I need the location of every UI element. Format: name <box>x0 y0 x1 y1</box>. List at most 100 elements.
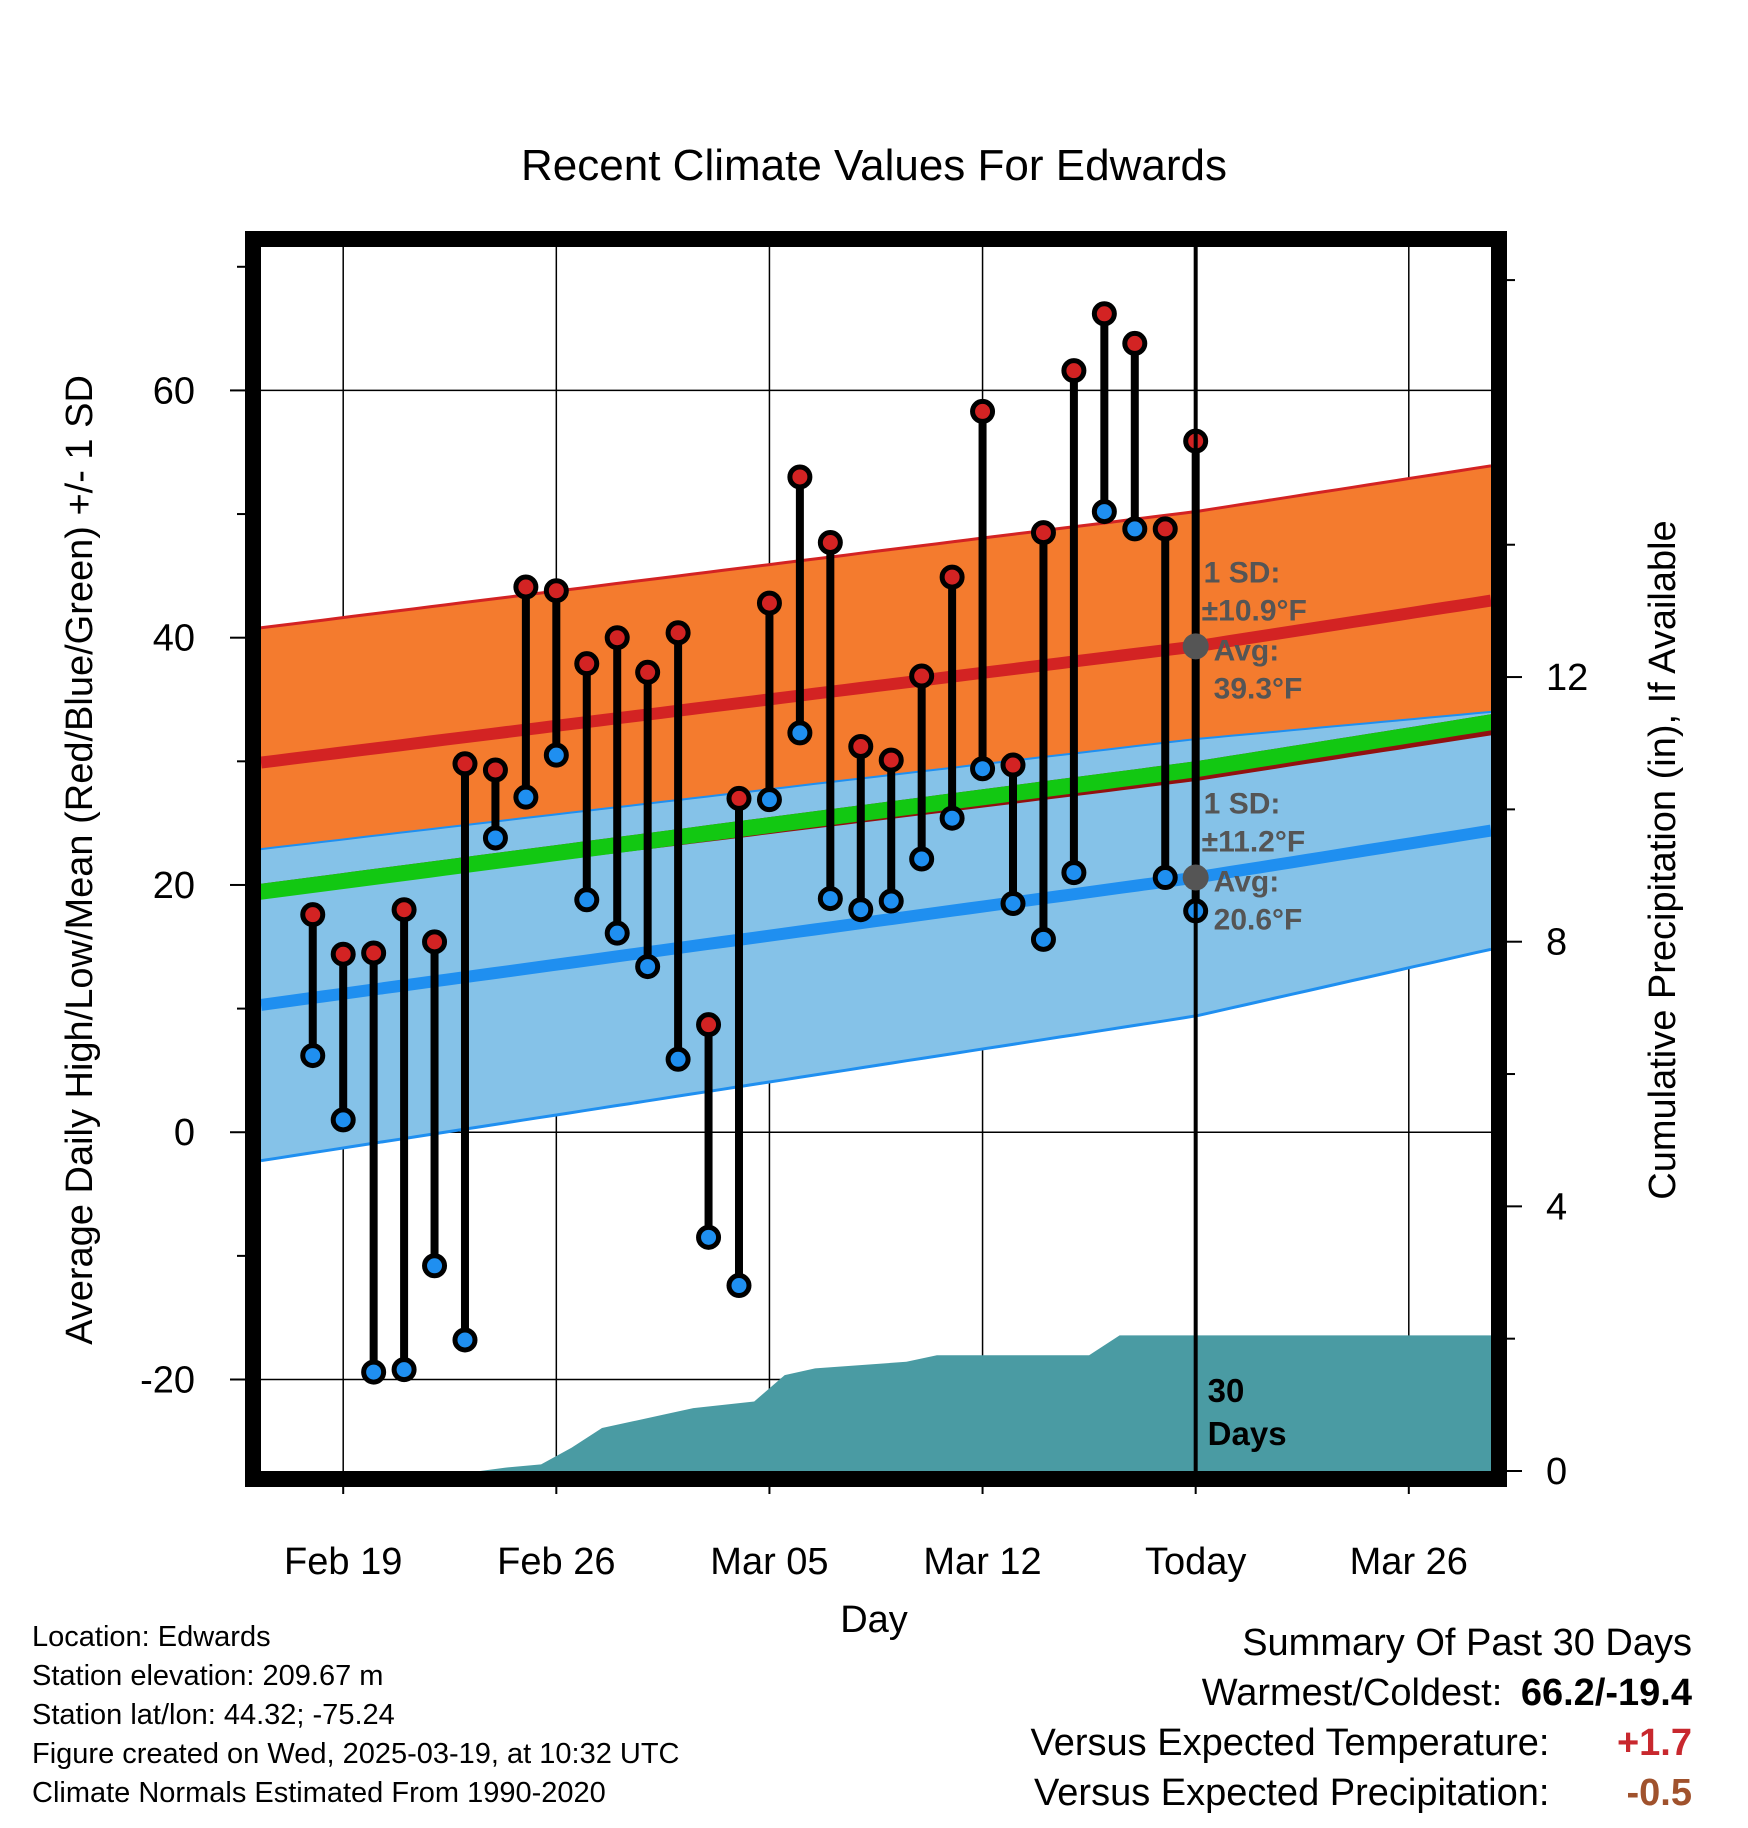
daily-high-point <box>1152 516 1178 542</box>
daily-low-point <box>939 805 965 831</box>
precip-label: Versus Expected Precipitation: <box>1034 1772 1550 1814</box>
low-avg-label: Avg: <box>1214 866 1280 899</box>
station-elevation: Station elevation: 209.67 m <box>32 1660 384 1692</box>
daily-low-point <box>848 897 874 923</box>
high-sd-value: ±10.9°F <box>1202 594 1307 627</box>
figure-created: Figure created on Wed, 2025-03-19, at 10… <box>32 1738 680 1770</box>
daily-high-point <box>817 529 843 555</box>
low-sd-value: ±11.2°F <box>1202 826 1306 859</box>
low-sd-band <box>261 711 1491 1161</box>
summary-heading: Summary Of Past 30 Days <box>1242 1622 1692 1664</box>
daily-low-point <box>1122 516 1148 542</box>
daily-low-point <box>422 1253 448 1279</box>
daily-low-point <box>817 886 843 912</box>
daily-low-point <box>482 825 508 851</box>
daily-low-point <box>696 1224 722 1250</box>
daily-low-point <box>543 742 569 768</box>
summary-precip-row: Versus Expected Precipitation: -0.5 <box>1031 1768 1692 1818</box>
daily-low-point <box>1091 499 1117 525</box>
daily-high-point <box>330 941 356 967</box>
low-sd-label: 1 SD: <box>1204 788 1281 821</box>
station-info: Location: Edwards Station elevation: 209… <box>32 1618 680 1813</box>
plot-area <box>261 301 1491 1471</box>
x-tick-label: Today <box>1145 1541 1246 1583</box>
y2-tick-label: 12 <box>1546 657 1588 699</box>
daily-low-point <box>635 954 661 980</box>
daily-high-point <box>391 897 417 923</box>
daily-low-point <box>1152 865 1178 891</box>
station-location: Location: Edwards <box>32 1621 271 1653</box>
period-number: 30 <box>1208 1372 1245 1409</box>
daily-low-point <box>1061 860 1087 886</box>
high-sd-upper-line <box>261 464 1491 630</box>
y-tick-label: 0 <box>174 1112 195 1154</box>
cumulative-precip-area <box>261 1335 1491 1471</box>
station-latlon: Station lat/lon: 44.32; -75.24 <box>32 1699 395 1731</box>
y2-axis-label: Cumulative Precipitation (in), If Availa… <box>1642 520 1684 1199</box>
daily-high-point <box>482 757 508 783</box>
daily-high-point <box>1030 520 1056 546</box>
temp-value: +1.7 <box>1616 1722 1692 1764</box>
mean-band <box>261 714 1491 900</box>
x-tick-label: Feb 26 <box>497 1541 615 1583</box>
today-high-avg-marker <box>1182 633 1209 660</box>
daily-low-point <box>726 1273 752 1299</box>
y2-tick-label: 0 <box>1546 1451 1567 1493</box>
daily-high-point <box>726 785 752 811</box>
daily-high-point <box>422 929 448 955</box>
axis-ticks: Feb 19 Feb 26 Mar 05 Mar 12 Today Mar 26 -20 0 2… <box>140 265 1588 1583</box>
daily-high-point <box>1091 301 1117 327</box>
low-avg-value: 20.6°F <box>1214 904 1303 937</box>
summary-panel: Summary Of Past 30 Days Warmest/Coldest:… <box>1031 1618 1692 1818</box>
summary-temp-row: Versus Expected Temperature: +1.7 <box>1031 1718 1692 1768</box>
daily-high-point <box>1000 752 1026 778</box>
y2-tick-label: 8 <box>1546 922 1567 964</box>
daily-high-point <box>787 464 813 490</box>
daily-low-point <box>1030 926 1056 952</box>
daily-high-point <box>665 620 691 646</box>
daily-low-point <box>452 1327 478 1353</box>
today-low-avg-marker <box>1182 864 1209 891</box>
plot-frame <box>245 231 1507 1487</box>
x-axis-label: Day <box>840 1599 908 1641</box>
daily-low-point <box>878 888 904 914</box>
temp-label: Versus Expected Temperature: <box>1030 1722 1550 1764</box>
daily-low-point <box>909 846 935 872</box>
daily-high-point <box>452 751 478 777</box>
daily-low-point <box>1000 891 1026 917</box>
daily-low-point <box>300 1043 326 1069</box>
y-axis-label: Average Daily High/Low/Mean (Red/Blue/Gr… <box>59 375 101 1345</box>
high-avg-label: Avg: <box>1214 634 1280 667</box>
daily-high-point <box>1122 330 1148 356</box>
daily-high-point <box>756 590 782 616</box>
daily-low-point <box>604 920 630 946</box>
daily-low-point <box>361 1359 387 1385</box>
daily-high-point <box>939 564 965 590</box>
daily-high-point <box>300 902 326 928</box>
warmest-value: 66.2/-19.4 <box>1520 1672 1692 1714</box>
y-tick-label: -20 <box>140 1360 195 1402</box>
y-tick-label: 60 <box>153 370 195 412</box>
x-tick-label: Mar 26 <box>1350 1541 1468 1583</box>
plot-border <box>245 231 1507 1487</box>
daily-low-point <box>330 1107 356 1133</box>
daily-high-point <box>543 578 569 604</box>
daily-low-point <box>756 787 782 813</box>
daily-low-point <box>970 756 996 782</box>
today-annotations: 1 SD: ±10.9°F Avg: 39.3°F 1 SD: ±11.2°F Avg: 20… <box>1182 247 1307 1471</box>
warmest-label: Warmest/Coldest: <box>1201 1672 1503 1714</box>
summary-warmest-row: Warmest/Coldest: 66.2/-19.4 <box>1031 1668 1692 1718</box>
daily-low-point <box>574 887 600 913</box>
daily-high-point <box>848 733 874 759</box>
high-avg-value: 39.3°F <box>1214 672 1303 705</box>
climate-normals: Climate Normals Estimated From 1990-2020 <box>32 1777 606 1809</box>
daily-high-point <box>574 651 600 677</box>
x-tick-label: Mar 12 <box>923 1541 1041 1583</box>
precip-value: -0.5 <box>1626 1772 1692 1814</box>
daily-high-point <box>604 625 630 651</box>
daily-high-point <box>909 663 935 689</box>
y2-tick-label: 4 <box>1546 1186 1567 1228</box>
daily-low-point <box>513 784 539 810</box>
x-tick-label: Mar 05 <box>710 1541 828 1583</box>
